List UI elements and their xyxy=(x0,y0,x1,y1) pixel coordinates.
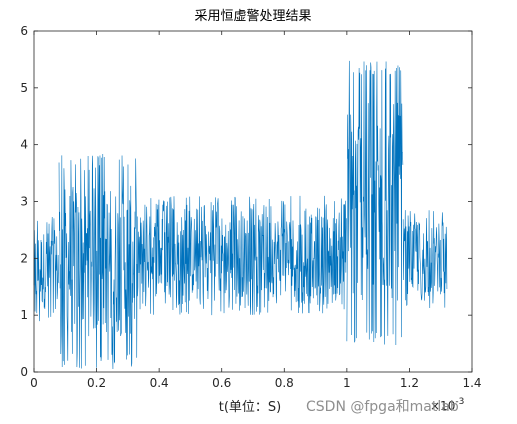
x-tick-label: 0.4 xyxy=(150,376,169,390)
chart-title: 采用恒虚警处理结果 xyxy=(194,8,311,24)
y-tick-label: 1 xyxy=(20,308,28,322)
watermark: CSDN @fpga和matlab xyxy=(306,399,459,415)
x-axis-exponent: ×10-3 xyxy=(430,397,464,413)
y-tick-label: 5 xyxy=(20,81,28,95)
x-axis-label: t(单位：S) xyxy=(219,400,282,415)
x-tick-label: 0 xyxy=(30,376,38,390)
x-exponent-base: ×10 xyxy=(430,399,455,413)
signal-segment-0 xyxy=(33,217,60,322)
x-tick-label: 0.2 xyxy=(87,376,106,390)
y-tick-label: 3 xyxy=(20,195,28,209)
y-tick-label: 2 xyxy=(20,251,28,265)
x-axis: 0 0.2 0.4 0.6 0.8 1 1.2 1.4 xyxy=(30,31,482,390)
signal-segment-3 xyxy=(346,60,404,345)
x-tick-label: 1.2 xyxy=(400,376,419,390)
signal-trace xyxy=(33,60,448,370)
x-tick-label: 1 xyxy=(343,376,351,390)
signal-segment-1 xyxy=(58,153,138,370)
y-axis: 0 1 2 3 4 5 6 xyxy=(20,24,472,379)
x-exponent-power: -3 xyxy=(455,397,464,407)
y-tick-label: 6 xyxy=(20,24,28,38)
x-tick-label: 1.4 xyxy=(462,376,481,390)
signal-segment-2 xyxy=(136,195,347,316)
y-tick-label: 4 xyxy=(20,138,28,152)
x-tick-label: 0.8 xyxy=(275,376,294,390)
signal-segment-4 xyxy=(402,210,448,309)
y-tick-label: 0 xyxy=(20,365,28,379)
x-tick-label: 0.6 xyxy=(212,376,231,390)
